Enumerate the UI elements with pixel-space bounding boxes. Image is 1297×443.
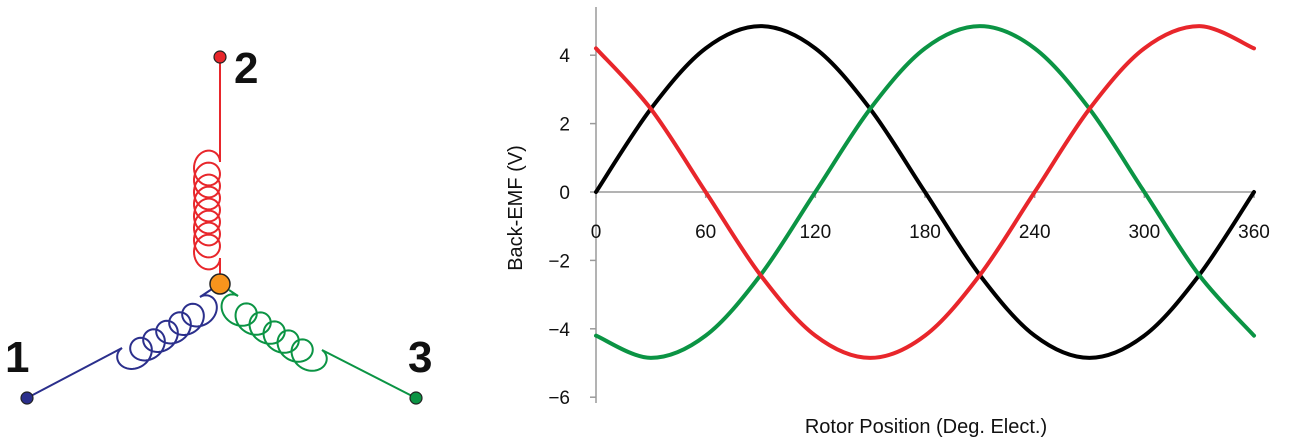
y-tick-label: 0 (559, 183, 570, 204)
x-tick-label: 300 (1128, 222, 1160, 243)
terminal-2-dot (213, 50, 227, 64)
terminal-3-dot (409, 391, 423, 405)
series-line-3 (594, 24, 1256, 360)
y-tick-label: −2 (548, 251, 570, 272)
y-tick-label: −6 (548, 388, 570, 409)
terminal-1-dot (20, 391, 34, 405)
series-line-2 (594, 24, 1256, 360)
y-tick-label: −4 (548, 320, 570, 341)
neutral-point (209, 273, 231, 295)
x-tick-label: 240 (1019, 222, 1051, 243)
x-tick-label: 0 (591, 222, 602, 243)
x-tick-label: 120 (799, 222, 831, 243)
phase-3-lead (321, 349, 417, 399)
phase-1-coil (116, 294, 218, 370)
phase-1-lead (26, 347, 123, 399)
y-axis-title: Back-EMF (V) (505, 145, 527, 271)
x-tick-label: 360 (1238, 222, 1270, 243)
phase-3-coil (220, 293, 328, 372)
x-axis-title: Rotor Position (Deg. Elect.) (805, 416, 1047, 438)
y-tick-label: 4 (559, 46, 570, 67)
phase-1-tail (199, 288, 213, 298)
terminal-3-label: 3 (408, 333, 432, 382)
x-tick-label: 60 (695, 222, 716, 243)
series-line-1 (594, 24, 1256, 360)
y-tick-label: 2 (559, 115, 570, 136)
phase-2-coil (193, 149, 222, 271)
terminal-1-label: 1 (5, 333, 29, 382)
terminal-2-label: 2 (234, 44, 258, 93)
x-tick-label: 180 (909, 222, 941, 243)
wye-winding-diagram: 2 1 3 (5, 44, 432, 405)
